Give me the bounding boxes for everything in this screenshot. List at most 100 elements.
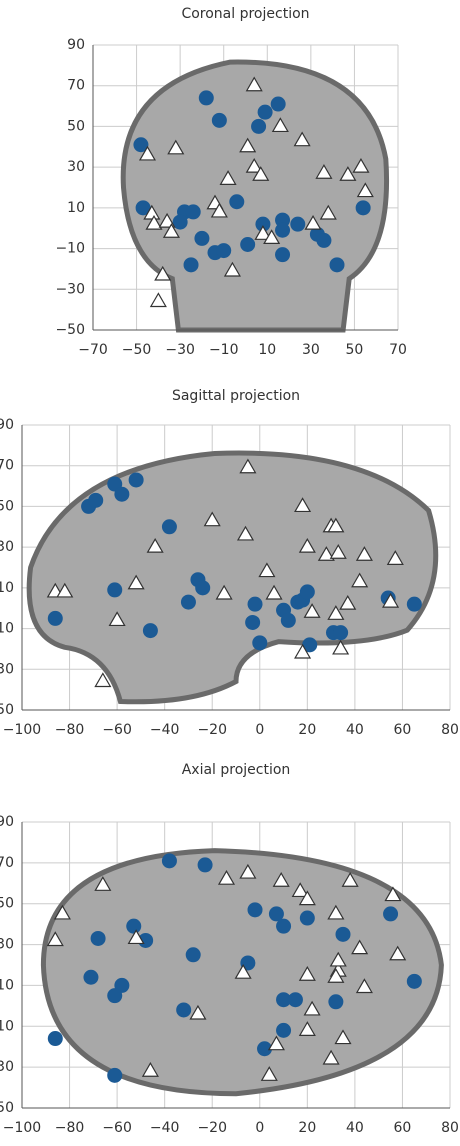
triangle-point: [223, 261, 241, 277]
circle-point: [180, 594, 196, 610]
x-tick-label: −20: [197, 1120, 227, 1136]
triangle-point: [94, 876, 112, 891]
y-tick-label: 90: [67, 37, 85, 53]
x-tick-label: 60: [394, 1120, 412, 1136]
triangle-point: [210, 202, 228, 218]
triangle-point: [304, 214, 322, 230]
circle-point: [83, 969, 99, 985]
x-tick-label: 20: [298, 1120, 316, 1136]
chart-title: Coronal projection: [181, 6, 309, 22]
triangle-point: [298, 1021, 316, 1036]
x-tick-label: −10: [209, 342, 239, 358]
circle-point: [107, 1067, 123, 1083]
y-tick-label: 50: [67, 118, 85, 134]
triangle-point: [355, 546, 373, 561]
circle-point: [142, 623, 158, 639]
circle-point: [198, 90, 214, 106]
x-tick-label: −80: [55, 1120, 85, 1136]
y-tick-label: 30: [0, 539, 14, 555]
triangle-point: [327, 605, 345, 620]
x-tick-label: 80: [441, 722, 459, 738]
triangle-point: [293, 131, 311, 147]
triangle-point: [332, 639, 350, 655]
triangle-point: [263, 229, 281, 244]
triangle-point: [146, 537, 164, 553]
circle-point: [194, 230, 210, 246]
triangle-point: [245, 157, 263, 173]
circle-point: [355, 200, 371, 216]
circle-point: [276, 918, 292, 934]
x-tick-label: 60: [394, 722, 412, 738]
triangle-point: [272, 872, 290, 887]
x-tick-label: −80: [55, 722, 85, 738]
triangle-point: [56, 582, 74, 598]
y-tick-label: −50: [0, 1100, 14, 1116]
circle-point: [333, 625, 349, 641]
circle-point: [302, 637, 318, 653]
triangle-point: [167, 139, 185, 155]
circle-point: [290, 216, 306, 232]
circle-point: [114, 486, 130, 502]
circle-point: [255, 216, 271, 232]
x-tick-label: −50: [122, 342, 152, 358]
y-tick-label: 10: [67, 200, 85, 216]
y-tick-label: 30: [0, 937, 14, 953]
x-tick-label: −100: [3, 1120, 41, 1136]
x-tick-label: 0: [255, 1120, 264, 1136]
triangle-point: [108, 611, 126, 627]
y-tick-label: 50: [0, 498, 14, 514]
y-tick-label: −10: [55, 241, 85, 257]
x-tick-label: −40: [150, 722, 180, 738]
triangle-point: [252, 166, 270, 181]
circle-point: [383, 906, 399, 922]
circle-point: [90, 930, 106, 946]
chart-title: Sagittal projection: [172, 388, 300, 404]
triangle-point: [145, 214, 163, 230]
circle-point: [197, 857, 213, 873]
triangle-point: [384, 886, 402, 902]
triangle-point: [339, 166, 357, 181]
circle-point: [257, 1041, 273, 1057]
triangle-point: [239, 137, 257, 153]
circle-point: [247, 902, 263, 918]
y-tick-label: −50: [0, 702, 14, 718]
x-tick-label: −60: [102, 722, 132, 738]
triangle-point: [389, 945, 407, 961]
triangle-point: [260, 1066, 278, 1081]
circle-point: [172, 214, 188, 230]
circle-point: [247, 596, 263, 612]
circle-point: [229, 194, 245, 210]
triangle-point: [217, 869, 236, 885]
x-tick-label: −20: [197, 722, 227, 738]
circle-point: [280, 612, 296, 628]
circle-point: [276, 1022, 292, 1038]
triangle-point: [127, 574, 145, 590]
triangle-point: [341, 872, 359, 887]
x-tick-label: 80: [441, 1120, 459, 1136]
x-tick-label: 40: [346, 722, 364, 738]
circle-point: [135, 200, 151, 216]
triangle-point: [294, 497, 312, 513]
triangle-point: [386, 550, 404, 565]
triangle-point: [298, 890, 316, 906]
circle-point: [47, 610, 63, 626]
y-tick-label: 30: [67, 159, 85, 175]
circle-point: [335, 926, 351, 942]
triangle-point: [339, 594, 357, 610]
triangle-point: [258, 562, 276, 578]
y-tick-label: 70: [67, 78, 85, 94]
triangle-point: [239, 458, 257, 474]
circle-point: [185, 204, 201, 220]
x-tick-label: −40: [150, 1120, 180, 1136]
triangle-point: [267, 1035, 285, 1051]
triangle-point: [46, 931, 64, 947]
circle-point: [245, 614, 261, 630]
circle-point: [183, 257, 199, 273]
x-tick-label: −70: [78, 342, 108, 358]
triangle-point: [327, 904, 345, 920]
triangle-point: [127, 929, 145, 945]
circle-point: [107, 582, 123, 598]
triangle-point: [315, 164, 333, 179]
triangle-point: [319, 204, 337, 220]
